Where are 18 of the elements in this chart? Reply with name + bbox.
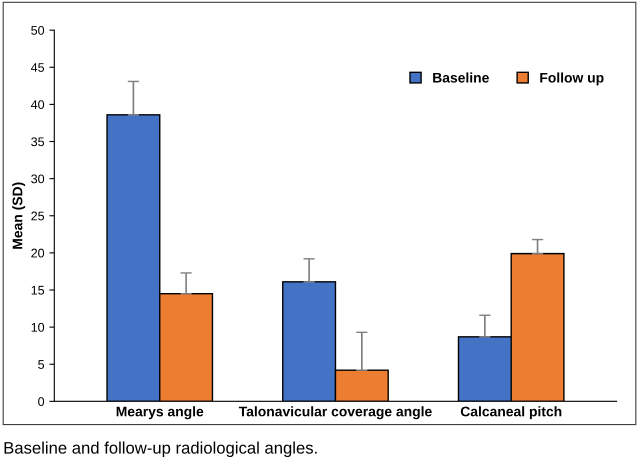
x-tick-label: Calcaneal pitch [460, 406, 562, 420]
x-tick-label: Talonavicular coverage angle [238, 406, 432, 420]
y-tick-label: 15 [32, 286, 44, 295]
y-tick-label: 0 [38, 397, 44, 406]
y-tick-label: 5 [38, 360, 44, 369]
y-tick-label: 45 [30, 63, 44, 72]
y-tick-label: 40 [30, 100, 44, 110]
text: Baseline and follow-up radiological angles. [4, 442, 317, 458]
y-tick-label: 30 [31, 174, 44, 184]
y-tick-label: 25 [31, 212, 44, 220]
legend-label: Baseline [433, 72, 489, 83]
y-tick-label: 10 [32, 322, 44, 332]
y-tick-label: 50 [31, 26, 44, 35]
x-tick-label: Mearys angle [116, 406, 204, 420]
y-axis-title: Mean (SD) [12, 182, 26, 249]
legend-label: Follow up [540, 72, 604, 86]
y-tick-label: 20 [31, 248, 44, 258]
y-tick-label: 35 [31, 137, 44, 146]
